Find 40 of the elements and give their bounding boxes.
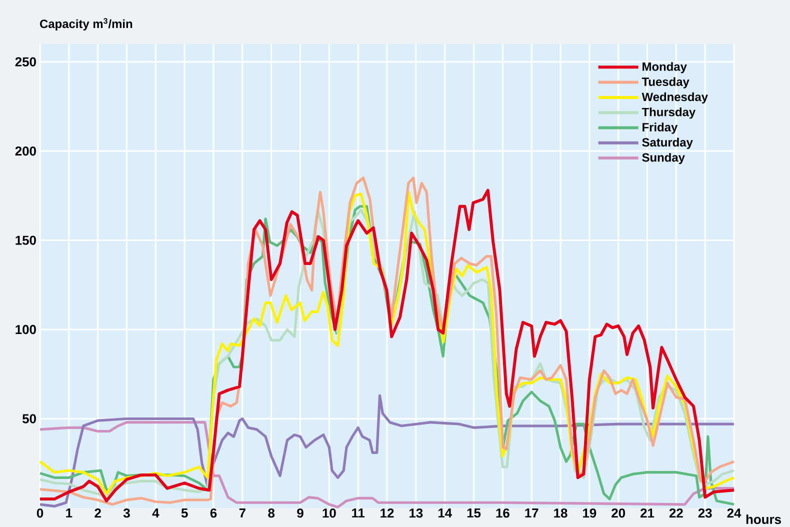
x-tick-label: 1 (66, 508, 72, 518)
legend-label: Saturday (642, 138, 693, 149)
x-tick-label: 9 (297, 508, 304, 518)
x-tick-label: 0 (36, 508, 44, 518)
x-tick-label: 5 (181, 508, 188, 518)
x-tick-label: 13 (410, 508, 423, 518)
x-tick-label: 3 (123, 508, 130, 518)
legend-label: Monday (642, 62, 687, 74)
x-tick-label: 14 (438, 508, 452, 518)
x-tick-label: 22 (669, 508, 683, 518)
x-axis-title: hours (746, 514, 781, 524)
x-tick-label: 21 (640, 508, 654, 518)
legend-label: Tuesday (642, 77, 690, 88)
line-series (38, 421, 736, 508)
x-tick-label: 12 (380, 508, 394, 518)
x-tick-label: 20 (612, 508, 626, 518)
y-axis-title: Capacity m$^{3}$/min (40, 18, 132, 30)
y-tick-label: 100 (16, 324, 36, 334)
x-tick-label: 17 (525, 508, 538, 518)
y-tick-label: 250 (15, 57, 36, 66)
y-tick-label: 150 (16, 236, 36, 245)
x-tick-label: 4 (152, 508, 160, 518)
x-tick-label: 18 (554, 508, 568, 518)
x-tick-label: 11 (352, 508, 365, 518)
x-tick-label: 23 (698, 508, 712, 518)
y-tick-label: 50 (22, 414, 36, 424)
x-tick-label: 15 (467, 508, 481, 518)
x-tick-label: 6 (210, 508, 217, 518)
x-tick-label: 7 (239, 508, 246, 518)
x-tick-label: 24 (727, 508, 742, 518)
legend-label: Friday (642, 122, 678, 134)
x-tick-label: 10 (322, 508, 336, 518)
legend-label: Wednesday (642, 92, 708, 104)
y-tick-label: 200 (15, 146, 36, 156)
x-tick-label: 16 (496, 508, 510, 518)
x-tick-label: 2 (94, 508, 101, 518)
legend-label: Sunday (642, 152, 685, 164)
legend-label: Thursday (642, 108, 696, 119)
x-tick-label: 19 (583, 508, 596, 518)
x-tick-label: 8 (268, 508, 275, 518)
